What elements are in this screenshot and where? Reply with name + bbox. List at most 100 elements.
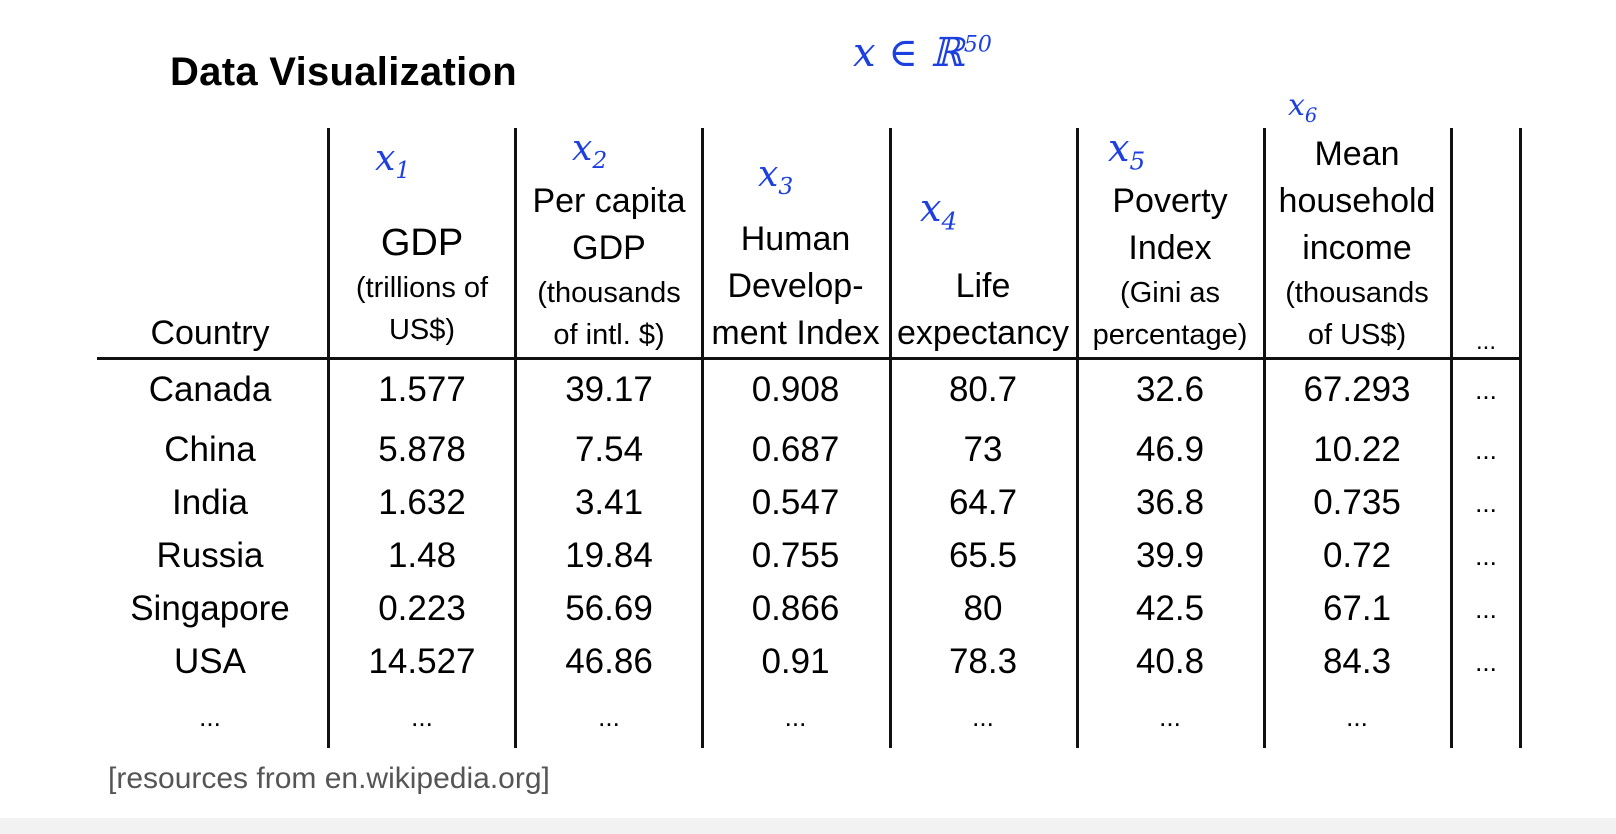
header-text: income — [1302, 229, 1412, 267]
more-columns-cell: ... — [1475, 594, 1497, 624]
feature-annotation-x5: x5 — [1108, 126, 1145, 176]
value-cell: 14.527 — [368, 642, 476, 681]
value-cell: 5.878 — [378, 430, 466, 469]
header-text: GDP — [572, 229, 646, 267]
value-cell: ... — [784, 702, 807, 732]
value-cell: 0.735 — [1313, 483, 1401, 522]
more-columns-cell: ... — [1475, 375, 1497, 405]
value-cell: 19.84 — [565, 536, 653, 575]
value-cell: 1.632 — [378, 483, 466, 522]
feature-letter: x — [1288, 88, 1305, 123]
country-cell: India — [172, 483, 248, 522]
value-cell: 80 — [963, 589, 1003, 628]
value-cell: 3.41 — [574, 483, 644, 522]
header-human-development-index: Human Develop- ment Index — [702, 216, 889, 357]
country-cell: Russia — [156, 536, 264, 575]
value-cell: ... — [1159, 702, 1181, 732]
feature-annotation-x4: x4 — [920, 186, 957, 236]
header-text: Per capita — [532, 182, 686, 220]
column-divider — [701, 128, 704, 748]
value-cell: 67.293 — [1303, 370, 1411, 409]
value-cell: 0.91 — [761, 642, 830, 681]
value-cell: 1.48 — [387, 536, 457, 575]
value-cell: 0.755 — [751, 536, 840, 575]
column-divider — [1263, 128, 1266, 748]
header-subtext: percentage) — [1092, 319, 1248, 351]
bottom-strip — [0, 818, 1616, 834]
feature-index: 1 — [395, 156, 411, 185]
value-cell: 73 — [963, 430, 1003, 469]
country-cell: Canada — [148, 370, 272, 409]
value-cell: 0.547 — [751, 483, 840, 522]
header-text: Index — [1128, 229, 1212, 267]
column-divider — [1076, 128, 1079, 748]
header-per-capita-gdp: Per capita GDP (thousands of intl. $) — [517, 178, 701, 356]
feature-letter: x — [572, 128, 593, 169]
value-cell: 40.8 — [1135, 642, 1205, 681]
value-cell: 67.1 — [1322, 589, 1392, 628]
header-gdp: GDP (trillions of US$) — [330, 220, 514, 351]
feature-letter: x — [758, 154, 779, 195]
header-subtext: (thousands — [537, 277, 681, 309]
feature-letter: x — [375, 138, 396, 179]
value-cell: 0.687 — [751, 430, 840, 469]
value-cell: 0.866 — [751, 589, 840, 628]
value-cell: ... — [411, 702, 433, 732]
header-more-columns: ... — [1453, 318, 1519, 365]
header-text: Mean — [1314, 135, 1400, 173]
vector-space-text: x ∈ ℝ — [853, 30, 964, 76]
vector-space-annotation: x ∈ ℝ50 — [853, 30, 992, 76]
value-cell: 65.5 — [948, 536, 1018, 575]
value-cell: 10.22 — [1313, 430, 1401, 469]
feature-letter: x — [1108, 126, 1130, 170]
country-cell: USA — [174, 642, 246, 681]
vector-space-dimension: 50 — [963, 32, 992, 58]
header-text: Life — [955, 267, 1011, 305]
more-columns-cell: ... — [1475, 647, 1497, 677]
value-cell: 32.6 — [1135, 370, 1205, 409]
column-divider — [1519, 128, 1522, 748]
header-subtext: (trillions of — [355, 272, 489, 304]
feature-index: 5 — [1129, 146, 1146, 176]
header-mean-household-income: Mean household income (thousands of US$) — [1264, 131, 1450, 356]
value-cell: ... — [972, 702, 994, 732]
feature-index: 3 — [778, 172, 794, 201]
column-divider — [327, 128, 330, 748]
value-cell: 80.7 — [948, 370, 1018, 409]
value-cell: ... — [598, 702, 620, 732]
header-text: household — [1278, 182, 1436, 220]
value-cell: 46.86 — [565, 642, 653, 681]
header-subtext: (thousands — [1285, 277, 1429, 309]
header-subtext: of US$) — [1307, 319, 1407, 351]
slide-title: Data Visualization — [170, 50, 517, 94]
more-columns-cell: ... — [1475, 435, 1497, 465]
header-subtext: US$) — [388, 314, 456, 346]
value-cell: 1.577 — [378, 370, 466, 409]
header-country: Country — [120, 310, 300, 357]
header-text: Poverty — [1112, 182, 1228, 220]
value-cell: 56.69 — [565, 589, 653, 628]
value-cell: 39.9 — [1135, 536, 1205, 575]
header-text: Country — [150, 314, 270, 352]
header-text: GDP — [380, 222, 464, 264]
feature-annotation-x2: x2 — [572, 128, 607, 174]
column-divider — [1450, 128, 1453, 748]
header-text: Human — [740, 220, 851, 258]
column-divider — [514, 128, 517, 748]
header-subtext: of intl. $) — [553, 319, 665, 351]
value-cell: 0.223 — [378, 589, 466, 628]
more-columns-cell: ... — [1475, 488, 1497, 518]
header-divider — [97, 357, 1522, 360]
header-text: expectancy — [897, 314, 1069, 352]
value-cell: 84.3 — [1322, 642, 1392, 681]
value-cell: ... — [1346, 702, 1368, 732]
header-text: Develop- — [727, 267, 864, 305]
source-citation: [resources from en.wikipedia.org] — [108, 762, 550, 795]
more-columns-cell: ... — [1475, 541, 1497, 571]
value-cell: 7.54 — [574, 430, 644, 469]
feature-index: 4 — [941, 206, 958, 236]
country-cell: ... — [199, 702, 221, 732]
header-text: ment Index — [711, 314, 880, 352]
header-life-expectancy: Life expectancy — [890, 263, 1076, 357]
